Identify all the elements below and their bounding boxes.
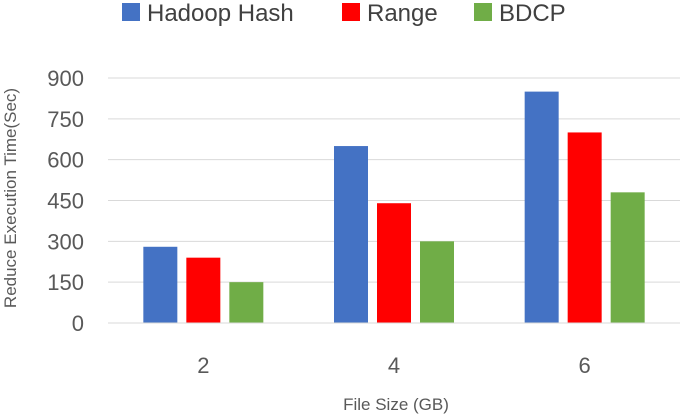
- x-tick-label: 4: [388, 353, 400, 378]
- bar-hadoop-hash-2: [143, 246, 178, 323]
- bar-hadoop-hash-4: [334, 146, 368, 323]
- y-axis-title: Reduce Execution Time(Sec): [1, 88, 20, 308]
- y-tick-label: 450: [47, 189, 84, 214]
- bar-range-4: [377, 203, 411, 323]
- y-axis-ticks: 0 150 300 450 600 750 900: [47, 66, 84, 336]
- y-tick-label: 150: [47, 270, 84, 295]
- bars: [143, 91, 645, 323]
- x-tick-label: 6: [579, 353, 591, 378]
- y-tick-label: 300: [47, 229, 84, 254]
- legend-label: Range: [367, 0, 438, 27]
- legend-swatch: [474, 3, 492, 21]
- bar-range-6: [567, 132, 602, 323]
- legend: Hadoop Hash Range BDCP: [122, 0, 566, 27]
- y-tick-label: 750: [47, 107, 84, 132]
- y-tick-label: 900: [47, 66, 84, 91]
- y-tick-label: 0: [72, 311, 84, 336]
- legend-swatch: [342, 3, 360, 21]
- bar-range-2: [186, 257, 221, 323]
- bar-bdcp-4: [420, 241, 454, 323]
- y-tick-label: 600: [47, 148, 84, 173]
- bar-hadoop-hash-6: [524, 91, 559, 323]
- bar-bdcp-6: [610, 192, 645, 323]
- x-tick-label: 2: [197, 353, 209, 378]
- x-axis-ticks: 2 4 6: [197, 353, 591, 378]
- x-axis-title: File Size (GB): [343, 395, 449, 414]
- legend-swatch: [122, 3, 140, 21]
- bar-bdcp-2: [229, 282, 264, 323]
- legend-label: BDCP: [499, 0, 566, 27]
- legend-label: Hadoop Hash: [147, 0, 294, 27]
